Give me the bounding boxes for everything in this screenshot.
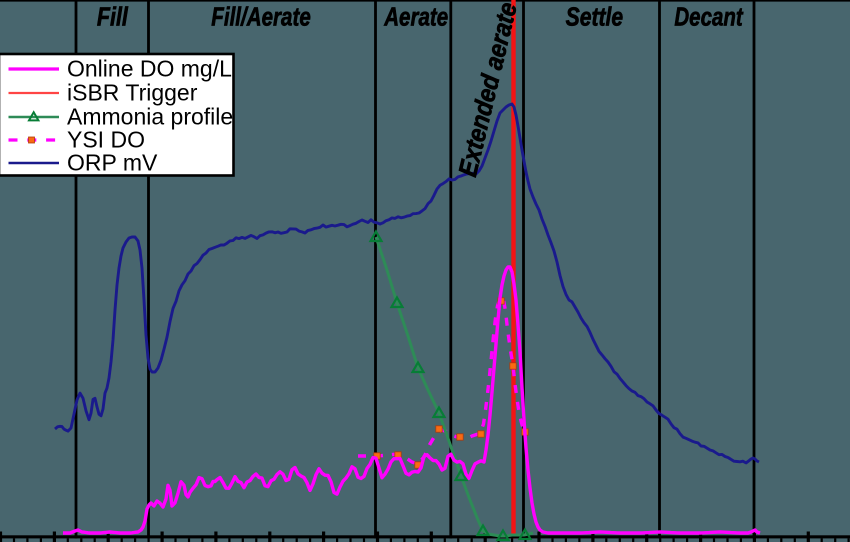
svg-text:YSI DO: YSI DO [67, 127, 145, 153]
svg-text:Ammonia profile: Ammonia profile [67, 104, 233, 130]
svg-text:Fill: Fill [97, 2, 129, 32]
svg-text:iSBR Trigger: iSBR Trigger [67, 80, 198, 106]
svg-text:Fill/Aerate: Fill/Aerate [211, 2, 310, 32]
svg-text:Aerate: Aerate [383, 2, 448, 32]
svg-text:Online DO mg/L: Online DO mg/L [67, 56, 232, 82]
svg-text:Settle: Settle [566, 2, 624, 32]
svg-text:Decant: Decant [674, 2, 743, 32]
svg-text:ORP mV: ORP mV [67, 150, 158, 176]
